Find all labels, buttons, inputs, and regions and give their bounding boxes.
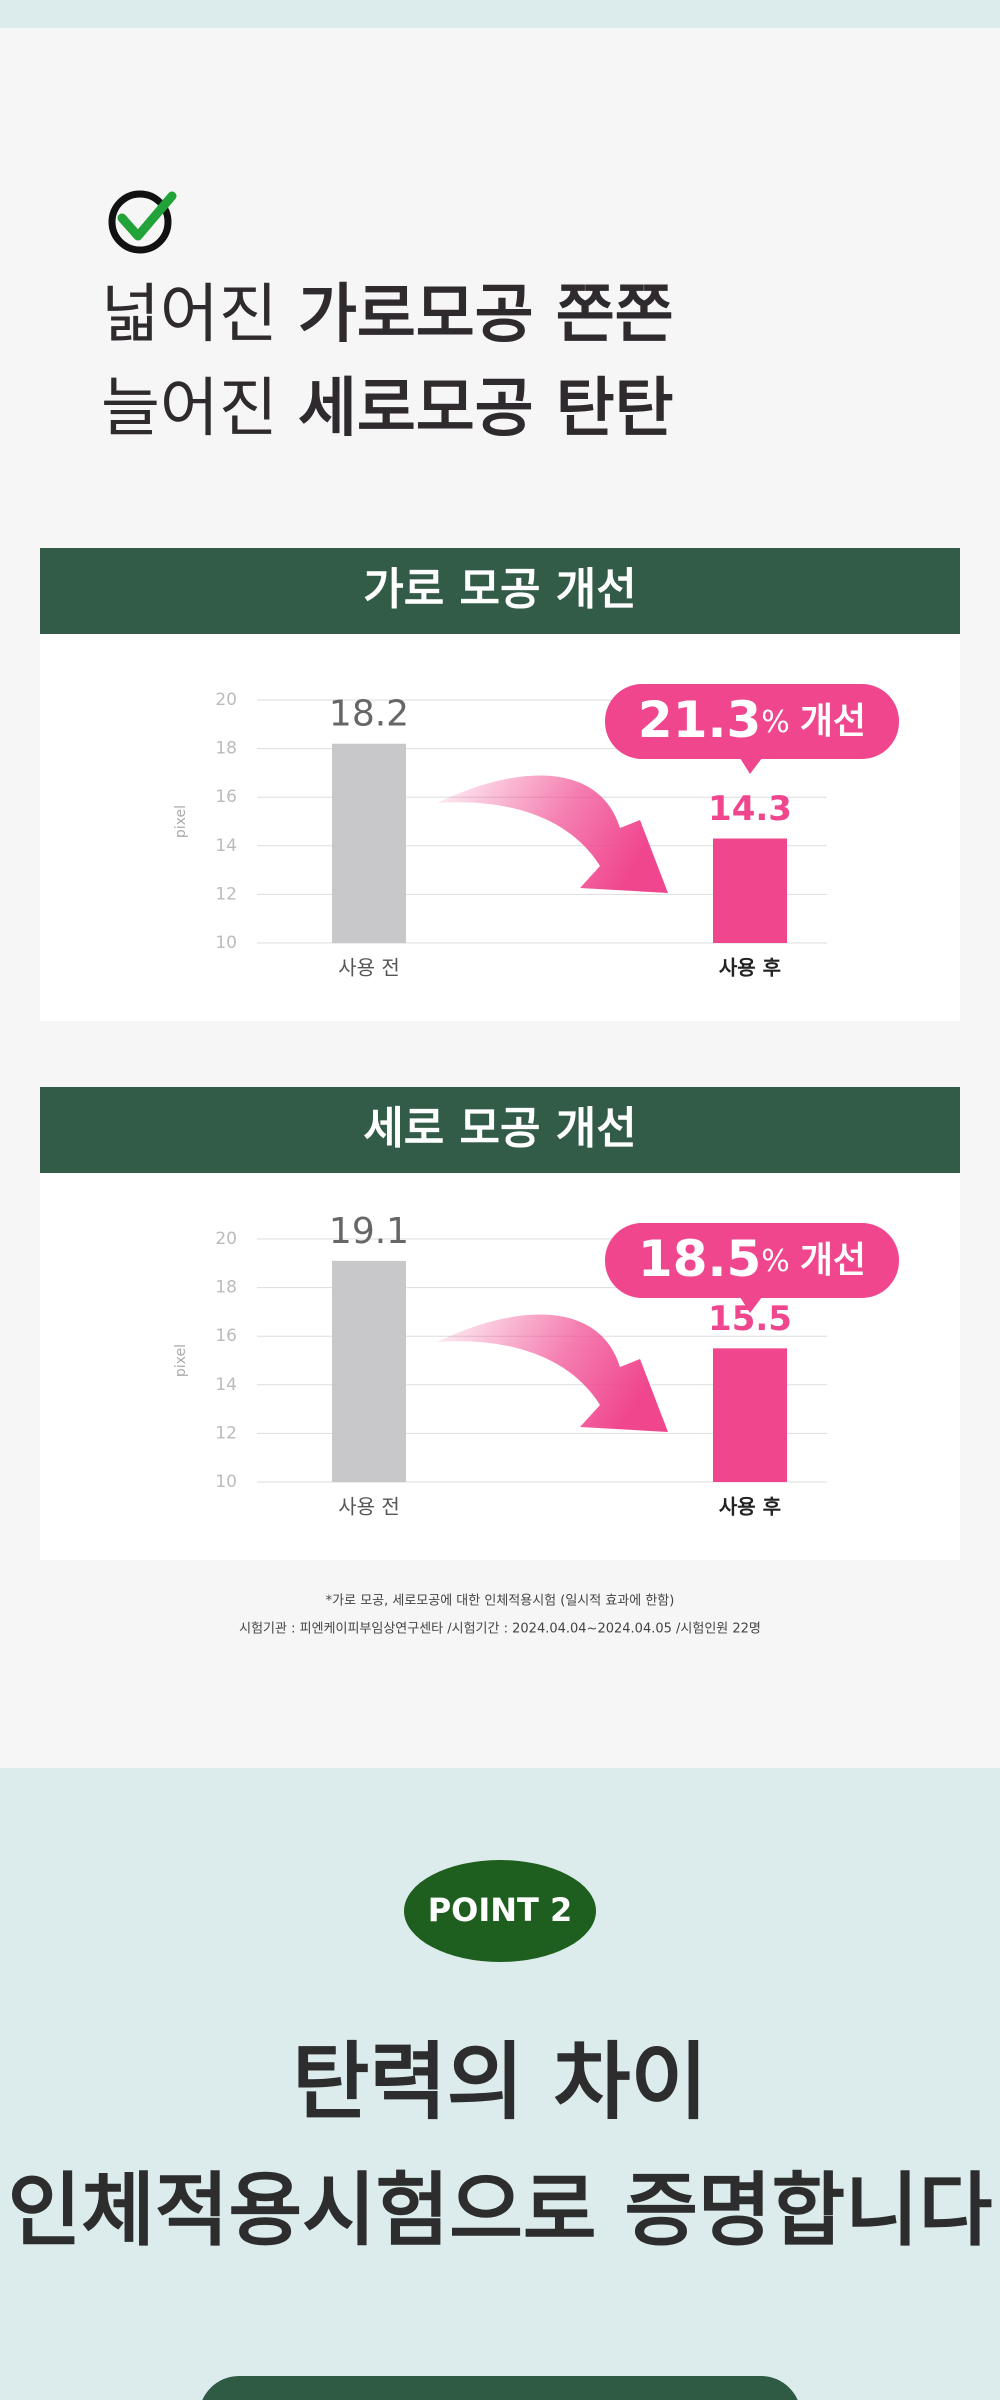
point-title: 탄력의 차이: [292, 2033, 708, 2131]
chart-header: [40, 1087, 960, 1173]
value-label: 14.3: [708, 789, 792, 829]
badge-pointer: [740, 1297, 762, 1313]
y-tick-label: 20: [215, 1229, 237, 1249]
bar: [332, 1260, 406, 1482]
trend-arrow: [437, 775, 668, 893]
headline: 넓어진 가로모공 쫀쫀: [101, 278, 674, 352]
headline-bold: 가로모공 쫀쫀: [298, 278, 674, 352]
y-tick-label: 12: [215, 1423, 237, 1443]
cta-pill[interactable]: [199, 2376, 801, 2400]
headline-bold: 세로모공 탄탄: [298, 372, 674, 446]
chart-title: 세로 모공 개선: [363, 1103, 637, 1154]
badge: [605, 1223, 899, 1298]
y-tick-label: 16: [215, 1326, 237, 1346]
x-tick-label: 사용 전: [338, 956, 400, 980]
y-tick-label: 12: [215, 884, 237, 904]
footnote: 시험기관 : 피엔케이피부임상연구센타 /시험기간 : 2024.04.04~2…: [239, 1622, 761, 1637]
y-tick-label: 10: [215, 933, 237, 953]
headline-light: 늘어진: [101, 372, 278, 446]
y-tick-label: 20: [215, 690, 237, 710]
point-badge: [404, 1860, 596, 1962]
bar: [713, 1348, 787, 1482]
y-tick-label: 16: [215, 787, 237, 807]
footnote: *가로 모공, 세로모공에 대한 인체적용시험 (일시적 효과에 한함): [326, 1594, 675, 1609]
check-icon: [108, 190, 177, 254]
point-label: POINT 2: [428, 1891, 573, 1929]
value-label: 19.1: [329, 1211, 409, 1252]
value-label: 18.2: [329, 694, 409, 735]
y-tick-label: 14: [215, 1375, 237, 1395]
bar: [332, 743, 406, 943]
chart-title: 가로 모공 개선: [363, 564, 637, 615]
point-title: 인체적용시험으로 증명합니다: [8, 2164, 993, 2257]
badge-value: 21.3: [638, 691, 761, 749]
y-axis-label: pixel: [173, 1344, 189, 1377]
x-tick-label: 사용 전: [338, 1495, 400, 1519]
badge-label: 개선: [800, 701, 866, 742]
y-tick-label: 18: [215, 1278, 237, 1298]
chart-header: [40, 548, 960, 634]
bar: [713, 838, 787, 943]
badge-text: 21.3% 개선: [638, 691, 866, 749]
x-tick-label: 사용 후: [719, 956, 781, 980]
badge-unit: %: [761, 705, 790, 740]
badge-text: 18.5% 개선: [638, 1230, 866, 1288]
badge: [605, 684, 899, 759]
y-tick-label: 18: [215, 739, 237, 759]
badge-pointer: [740, 758, 762, 774]
badge-label: 개선: [800, 1240, 866, 1281]
y-tick-label: 10: [215, 1472, 237, 1492]
headline-light: 넓어진: [101, 278, 278, 352]
badge-unit: %: [761, 1244, 790, 1279]
trend-arrow: [437, 1314, 668, 1432]
headline: 늘어진 세로모공 탄탄: [101, 372, 674, 446]
y-tick-label: 14: [215, 836, 237, 856]
y-axis-label: pixel: [173, 805, 189, 838]
x-tick-label: 사용 후: [719, 1495, 781, 1519]
top-strip: [0, 0, 1000, 28]
badge-value: 18.5: [638, 1230, 761, 1288]
